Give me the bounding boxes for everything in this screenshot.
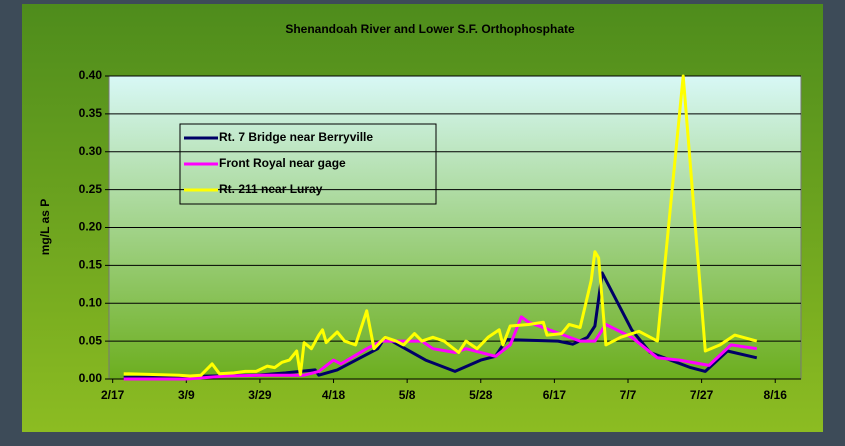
x-tick-label: 7/7: [620, 388, 637, 402]
y-tick-label: 0.30: [79, 144, 103, 158]
y-tick-label: 0.35: [79, 106, 103, 120]
x-tick-label: 4/18: [322, 388, 346, 402]
x-tick-label: 7/27: [690, 388, 714, 402]
x-tick-label: 3/9: [178, 388, 195, 402]
chart: Shenandoah River and Lower S.F. Orthopho…: [0, 0, 845, 441]
x-tick-label: 5/8: [399, 388, 416, 402]
legend-label: Front Royal near gage: [219, 156, 346, 170]
y-tick-label: 0.20: [79, 220, 103, 234]
legend-label: Rt. 211 near Luray: [219, 182, 323, 196]
x-tick-label: 8/16: [764, 388, 788, 402]
x-tick-label: 2/17: [101, 388, 125, 402]
chart-title: Shenandoah River and Lower S.F. Orthopho…: [285, 22, 575, 36]
page: {"chart_data": {"type": "line", "title":…: [0, 0, 845, 441]
y-tick-label: 0.25: [79, 182, 103, 196]
x-tick-label: 6/17: [543, 388, 567, 402]
y-tick-label: 0.15: [79, 258, 103, 272]
y-tick-label: 0.00: [79, 371, 103, 385]
legend-label: Rt. 7 Bridge near Berryville: [219, 130, 373, 144]
y-tick-label: 0.05: [79, 333, 103, 347]
x-tick-label: 3/29: [248, 388, 272, 402]
y-tick-label: 0.10: [79, 295, 103, 309]
y-axis-label: mg/L as P: [38, 199, 52, 255]
y-tick-label: 0.40: [79, 68, 103, 82]
x-tick-label: 5/28: [469, 388, 493, 402]
